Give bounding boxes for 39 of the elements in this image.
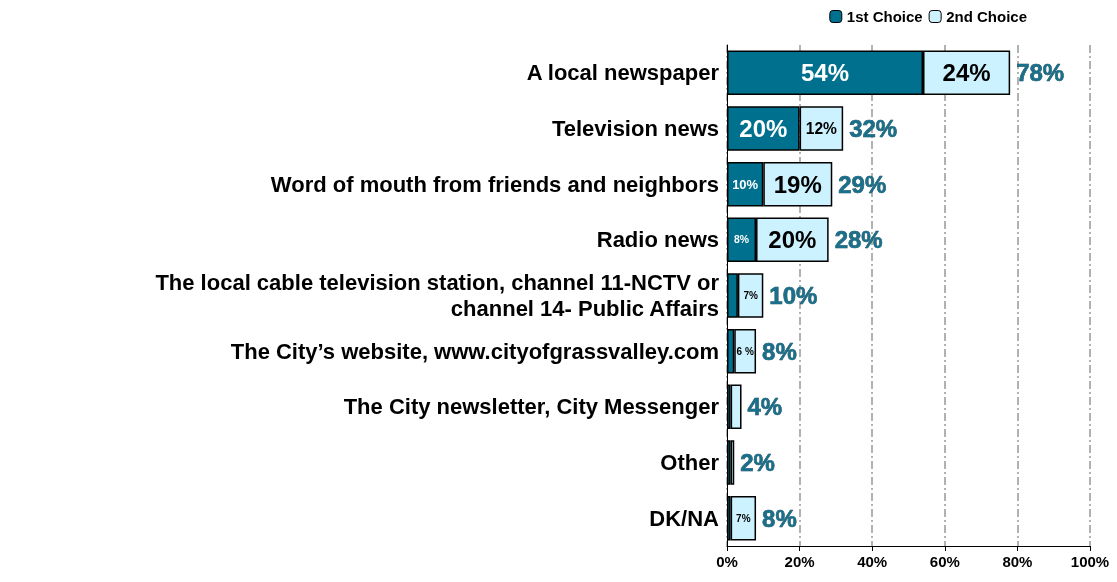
y-tick-label: DK/NA [649,505,720,531]
data-label: 12% [805,120,838,137]
data-label: 8% [734,234,750,246]
bar [730,384,742,430]
y-tick-label: Radio news [596,227,719,253]
total-label: 78% [1016,59,1065,87]
total-label: 10% [769,282,818,309]
legend-label: 1st Choice [846,8,923,25]
bar [730,495,757,541]
x-tick-label: 0% [716,553,738,570]
y-tick-label: The City newsletter, City Messenger [343,394,720,420]
total-label: 29% [838,170,887,198]
total-label: 32% [849,115,898,142]
y-tick-label: The local cable television station, channel 11-NCTV or channel 14- Public Affairs [155,270,720,321]
data-label: 7% [743,290,758,301]
data-label: 20% [768,226,817,254]
x-tick-label: 60% [929,553,960,570]
total-label: 8% [762,337,797,365]
x-tick-label: 100% [1070,553,1110,570]
y-tick-label: A local newspaper [526,60,720,86]
x-tick-label: 20% [784,553,815,570]
data-label: 20% [739,115,788,142]
total-label: 28% [834,226,883,254]
x-tick-label: 80% [1002,553,1033,570]
total-label: 8% [762,504,797,532]
legend-label: 2nd Choice [946,8,1028,25]
y-tick-label: Television news [551,116,719,141]
y-tick-label: Other [660,450,720,475]
y-tick-label: Word of mouth from friends and neighbors [270,171,719,197]
y-tick-label: The City’s website, www.cityofgrassvalley.com [230,338,719,364]
data-label: 24% [942,59,991,87]
data-label: 7% [736,512,751,524]
data-label: 54% [800,59,850,87]
data-label: 19% [773,170,822,198]
total-label: 2% [740,449,775,476]
data-label: 10% [732,176,759,192]
x-tick-label: 40% [857,553,888,570]
data-label: 6 % [736,345,754,357]
total-label: 4% [747,393,783,421]
